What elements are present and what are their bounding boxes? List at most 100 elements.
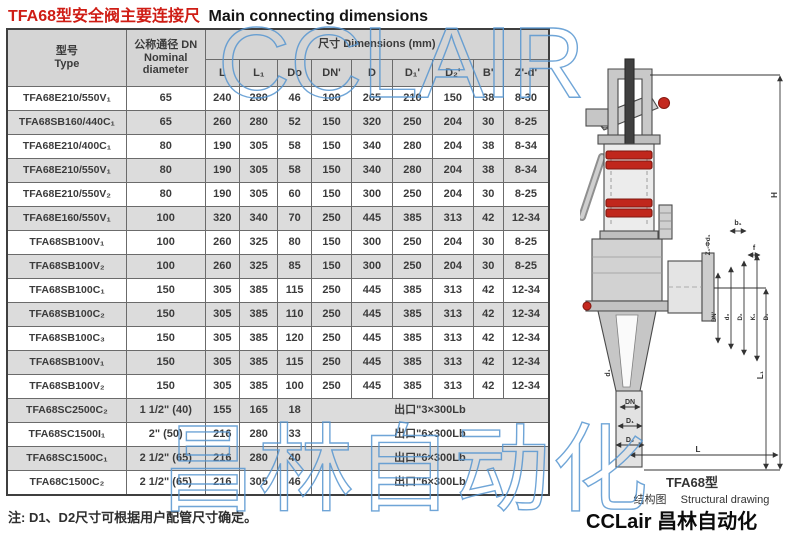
dim-label-dn-bottom: DN bbox=[625, 399, 635, 406]
dim-label-out-dn: DN' bbox=[712, 311, 718, 322]
dimension-cell: 85 bbox=[277, 254, 312, 279]
dimension-cell: 305 bbox=[204, 302, 241, 327]
dimension-cell: 313 bbox=[432, 374, 474, 399]
dimension-cell: 60 bbox=[277, 182, 312, 207]
dimension-cell: 46 bbox=[277, 470, 312, 496]
table-row: TFA68E210/550V₁ 80 190 305 58 150 340 280 204 38 8… bbox=[6, 158, 550, 183]
dimension-cell: 250 bbox=[310, 374, 353, 399]
dimension-cell: 204 bbox=[432, 158, 474, 183]
table-row: TFA68E160/550V₁ 100 320 340 70 250 445 385 313 42… bbox=[6, 206, 550, 231]
model-cell: TFA68SB100C₁ bbox=[6, 278, 127, 303]
dimension-cell: 320 bbox=[351, 110, 393, 135]
nominal-diameter-cell: 150 bbox=[125, 374, 206, 399]
model-cell: TFA68SB100C₂ bbox=[6, 302, 127, 327]
table-row: TFA68SC2500C₂ 1 1/2" (40) 155 165 18 出口"3×300… bbox=[6, 398, 550, 423]
table-row: TFA68SB100V₂ 150 305 385 100 250 445 385 313 42 12… bbox=[6, 374, 550, 399]
dim-label-d2-bottom: D₂ bbox=[626, 437, 634, 444]
dimension-cell: 150 bbox=[310, 254, 353, 279]
dimension-cell: 8-34 bbox=[502, 158, 550, 183]
nominal-diameter-cell: 2 1/2" (65) bbox=[125, 446, 206, 471]
nominal-diameter-cell: 100 bbox=[125, 230, 206, 255]
dimension-cell: 305 bbox=[204, 350, 241, 375]
dimension-cell: 42 bbox=[472, 326, 504, 351]
dim-label-d1-cone: d₁ bbox=[605, 369, 612, 376]
page-title-english: Main connecting dimensions bbox=[208, 8, 429, 25]
model-cell: TFA68SB100V₂ bbox=[6, 374, 127, 399]
dimension-lines bbox=[615, 74, 783, 471]
dimension-cell: 100 bbox=[277, 374, 312, 399]
dim-label-h: H bbox=[770, 192, 779, 198]
table-row: TFA68E210/550V₂ 80 190 305 60 150 300 250 204 30 8… bbox=[6, 182, 550, 207]
dimension-cell: 58 bbox=[277, 134, 312, 159]
dimension-cell: 260 bbox=[204, 230, 241, 255]
dimension-table: 型号 Type 公称通径 DN Nominal diameter 尺寸 Dime… bbox=[6, 28, 550, 496]
dimension-cell: 385 bbox=[239, 278, 279, 303]
drawing-caption: TFA68型 结构图 Structural drawing bbox=[634, 475, 770, 506]
dimension-cell: 12-34 bbox=[502, 278, 550, 303]
model-cell: TFA68SB160/440C₁ bbox=[6, 110, 127, 135]
outlet-cell: 出口"3×300Lb bbox=[310, 398, 550, 423]
footnote: 注: D1、D2尺寸可根据用户配管尺寸确定。 bbox=[8, 510, 258, 525]
nominal-diameter-cell: 80 bbox=[125, 134, 206, 159]
dimension-cell: 190 bbox=[204, 182, 241, 207]
dimension-cell: 305 bbox=[204, 278, 241, 303]
dim-label-out-d2: D₂ bbox=[738, 313, 744, 320]
dimension-cell: 42 bbox=[472, 302, 504, 327]
model-cell: TFA68E210/550V₁ bbox=[6, 86, 127, 111]
header-type-cn: 型号 bbox=[55, 45, 78, 58]
model-cell: TFA68E210/550V₁ bbox=[6, 158, 127, 183]
header-nominal-diameter: 公称通径 DN Nominal diameter bbox=[125, 28, 206, 87]
dimension-cell: 155 bbox=[204, 398, 241, 423]
dimension-cell: 80 bbox=[277, 230, 312, 255]
dimension-cell: 110 bbox=[277, 302, 312, 327]
drain-red-dot bbox=[582, 301, 592, 311]
dimension-cell: 204 bbox=[432, 134, 474, 159]
dimension-cell: 8-30 bbox=[502, 86, 550, 111]
dimension-cell: 120 bbox=[277, 326, 312, 351]
header-col-DN: DN' bbox=[310, 59, 353, 87]
dim-label-d1-bottom: D₁ bbox=[626, 418, 634, 425]
dimension-cell: 385 bbox=[391, 326, 434, 351]
dimension-cell: 385 bbox=[239, 350, 279, 375]
dimension-cell: 385 bbox=[391, 206, 434, 231]
dimension-cell: 12-34 bbox=[502, 302, 550, 327]
table-row: TFA68SC1500I₁ 2" (50) 216 280 33 出口"6×300Lb bbox=[6, 422, 550, 447]
dimension-cell: 8-25 bbox=[502, 230, 550, 255]
nominal-diameter-cell: 100 bbox=[125, 206, 206, 231]
nominal-diameter-cell: 150 bbox=[125, 326, 206, 351]
dimension-cell: 30 bbox=[472, 254, 504, 279]
dimension-cell: 445 bbox=[351, 326, 393, 351]
nominal-diameter-cell: 80 bbox=[125, 158, 206, 183]
dimension-cell: 42 bbox=[472, 350, 504, 375]
page-title: TFA68型安全阀主要连接尺 Main connecting dimension… bbox=[8, 2, 428, 26]
dimension-cell: 38 bbox=[472, 86, 504, 111]
dimension-cell: 250 bbox=[391, 230, 434, 255]
header-type: 型号 Type bbox=[6, 28, 127, 87]
dimension-cell: 33 bbox=[277, 422, 312, 447]
dimension-cell: 313 bbox=[432, 206, 474, 231]
dimension-cell: 8-25 bbox=[502, 182, 550, 207]
dimension-cell: 385 bbox=[391, 302, 434, 327]
dimension-cell: 305 bbox=[239, 134, 279, 159]
outlet-cell: 出口"6×300Lb bbox=[310, 446, 550, 471]
dimension-cell: 305 bbox=[239, 470, 279, 496]
dimension-cell: 280 bbox=[239, 110, 279, 135]
dimension-cell: 385 bbox=[239, 326, 279, 351]
outlet-flange bbox=[701, 252, 715, 322]
caption-cn: 结构图 bbox=[634, 492, 667, 506]
header-col-Zd: Z'-d' bbox=[502, 59, 550, 87]
dimension-cell: 250 bbox=[310, 326, 353, 351]
dimension-cell: 204 bbox=[432, 230, 474, 255]
dimension-cell: 204 bbox=[432, 110, 474, 135]
dimension-labels: H L₁ L DN D₁ D₂ d₁ Z₁-Φd₁ b₁ f DN' d₃ D₂… bbox=[605, 192, 779, 454]
nominal-diameter-cell: 80 bbox=[125, 182, 206, 207]
dimension-cell: 42 bbox=[472, 206, 504, 231]
dimension-cell: 280 bbox=[239, 446, 279, 471]
header-col-L1: L₁ bbox=[239, 59, 279, 87]
nominal-diameter-cell: 150 bbox=[125, 278, 206, 303]
dimension-cell: 300 bbox=[351, 182, 393, 207]
nominal-diameter-cell: 2" (50) bbox=[125, 422, 206, 447]
dimension-cell: 320 bbox=[204, 206, 241, 231]
caption-en: Structural drawing bbox=[681, 494, 770, 506]
model-cell: TFA68SB100C₃ bbox=[6, 326, 127, 351]
